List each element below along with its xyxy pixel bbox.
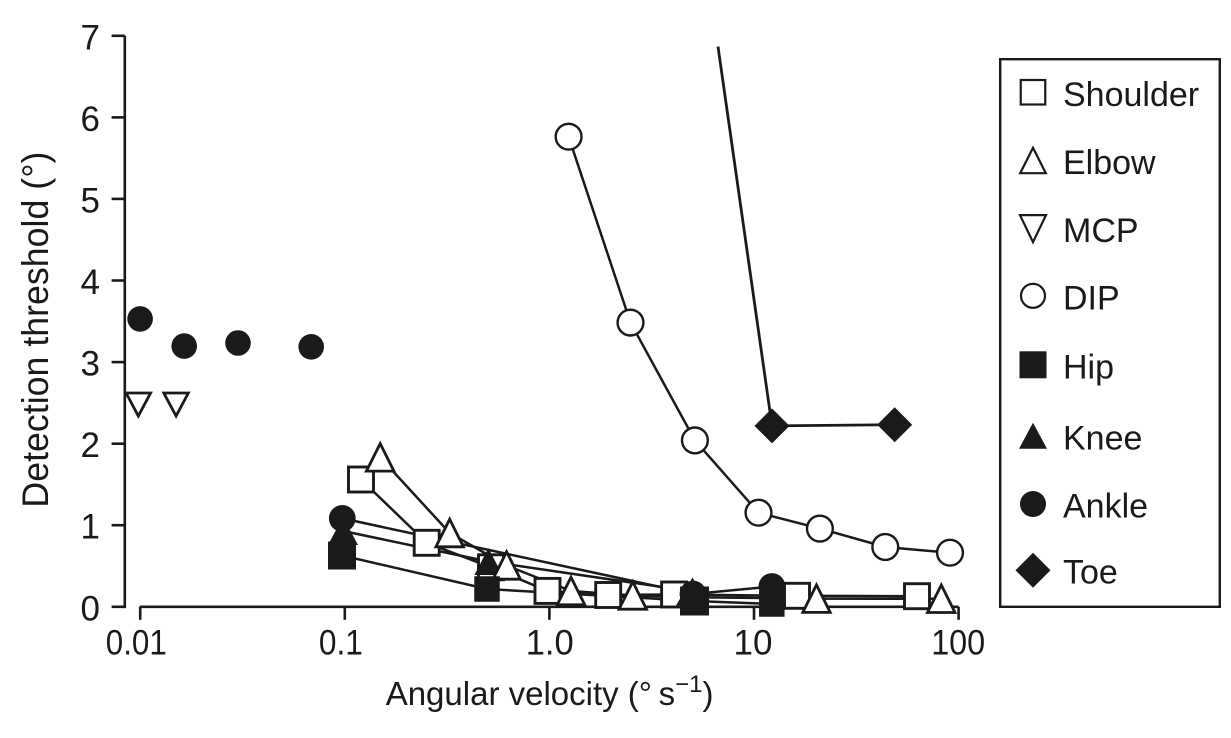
- svg-text:Angular velocity (° s−1): Angular velocity (° s−1): [386, 671, 714, 712]
- svg-text:Toe: Toe: [1063, 554, 1118, 592]
- svg-text:100: 100: [931, 624, 985, 663]
- svg-text:3: 3: [81, 345, 100, 384]
- svg-text:1: 1: [81, 508, 100, 547]
- svg-text:0.1: 0.1: [319, 624, 363, 663]
- svg-text:1.0: 1.0: [526, 624, 574, 663]
- svg-text:10: 10: [734, 624, 773, 663]
- svg-text:2: 2: [81, 426, 100, 465]
- svg-text:7: 7: [81, 18, 100, 57]
- svg-text:Hip: Hip: [1063, 348, 1114, 386]
- svg-text:0.01: 0.01: [106, 624, 167, 663]
- svg-text:DIP: DIP: [1063, 279, 1120, 317]
- svg-text:Elbow: Elbow: [1063, 144, 1156, 182]
- svg-text:0: 0: [81, 589, 100, 628]
- svg-text:4: 4: [81, 263, 100, 302]
- svg-text:5: 5: [81, 181, 100, 220]
- svg-text:Knee: Knee: [1063, 419, 1142, 457]
- svg-text:6: 6: [81, 100, 100, 139]
- svg-text:Shoulder: Shoulder: [1063, 76, 1199, 114]
- svg-text:MCP: MCP: [1063, 212, 1139, 250]
- svg-text:Detection threshold (°): Detection threshold (°): [15, 152, 56, 508]
- svg-text:Ankle: Ankle: [1063, 488, 1148, 526]
